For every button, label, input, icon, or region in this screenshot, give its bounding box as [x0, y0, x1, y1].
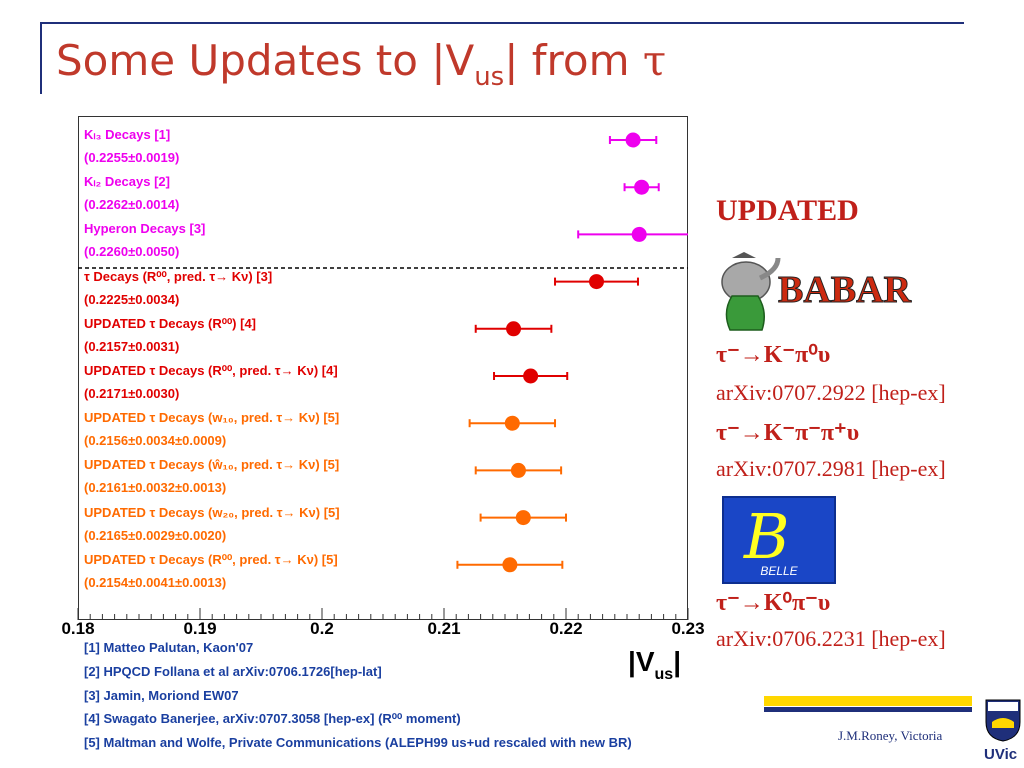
arxiv-1: arXiv:0707.2922 [hep-ex] [716, 380, 946, 405]
babar-logo-text: BABAR [778, 269, 912, 311]
reference-5: [5] Maltman and Wolfe, Private Communica… [84, 735, 632, 751]
x-tick-label: 0.23 [671, 619, 704, 638]
row-value-label: (0.2161±0.0032±0.0013) [84, 480, 227, 496]
reference-3: [3] Jamin, Moriond EW07 [84, 687, 239, 703]
title-rule [40, 22, 964, 24]
x-axis-title: |Vus| [628, 646, 681, 684]
belle-logo-mark: B [744, 500, 790, 573]
x-axis-title-sub: us [654, 666, 674, 683]
row-value-label: (0.2262±0.0014) [84, 197, 180, 213]
row-label: UPDATED τ Decays (R⁰⁰, pred. τ→ Kν) [4] [84, 363, 338, 378]
reference-1: [1] Matteo Palutan, Kaon'07 [84, 640, 254, 655]
row-label: UPDATED τ Decays (ŵ₁₀, pred. τ→ Kν) [5] [84, 457, 340, 473]
data-point [589, 274, 604, 290]
row-label: UPDATED τ Decays (R⁰⁰) [4] [84, 315, 257, 331]
uvic-crest-icon [985, 699, 1021, 742]
x-tick-label: 0.22 [549, 619, 582, 638]
process-3: τ⁻→K⁰π⁻υ [716, 590, 831, 616]
reference-2: [2] HPQCD Follana et al arXiv:0706.1726[… [84, 663, 382, 679]
data-point [502, 557, 518, 573]
arxiv-2: arXiv:0707.2981 [hep-ex] [716, 456, 946, 481]
updated-heading: UPDATED [716, 194, 859, 227]
row-value-label: (0.2154±0.0041±0.0013) [84, 574, 227, 590]
reference-4: [4] Swagato Banerjee, arXiv:0707.3058 [h… [84, 711, 461, 727]
row-value-label: (0.2255±0.0019) [84, 150, 180, 165]
data-point [510, 462, 526, 478]
data-point [504, 415, 520, 431]
process-2: τ⁻→K⁻π⁻π⁺υ [716, 420, 860, 446]
belle-logo-text: BELLE [760, 564, 798, 578]
plot-frame [78, 116, 688, 620]
belle-logo: B BELLE [722, 496, 836, 584]
author-credit: J.M.Roney, Victoria [838, 728, 943, 743]
data-point [506, 321, 522, 337]
data-point [631, 226, 647, 242]
x-tick-label: 0.19 [183, 619, 216, 638]
data-point [515, 510, 531, 526]
title-side-bar [40, 22, 42, 94]
x-tick-label: 0.18 [61, 619, 94, 638]
slide-title: Some Updates to |Vus| from τ [56, 36, 666, 92]
data-point [625, 132, 641, 148]
footer-blue-bar [764, 707, 972, 712]
x-tick-label: 0.21 [427, 619, 460, 638]
title-pre: Some Updates to |V [56, 36, 475, 85]
row-value-label: (0.2156±0.0034±0.0009) [84, 433, 227, 449]
x-axis-title-main: |V [628, 646, 655, 677]
row-label: UPDATED τ Decays (R⁰⁰, pred. τ→ Kν) [5] [84, 551, 338, 567]
title-tau: τ [642, 36, 667, 85]
row-value-label: (0.2157±0.0031) [84, 338, 180, 354]
row-label: Hyperon Decays [3] [84, 221, 206, 237]
references-list: [1] Matteo Palutan, Kaon'07 [2] HPQCD Fo… [84, 636, 632, 755]
title-post: | from [504, 36, 643, 85]
title-sub: us [474, 62, 505, 92]
row-label: Kₗ₃ Decays [1] [84, 127, 171, 142]
process-1: τ⁻→K⁻π⁰υ [716, 342, 831, 368]
row-label: Kₗ₂ Decays [2] [84, 174, 170, 190]
uvic-wordmark: UVic [984, 746, 1018, 763]
row-label: UPDATED τ Decays (w₂₀, pred. τ→ Kν) [5] [84, 504, 340, 520]
row-value-label: (0.2225±0.0034) [84, 291, 180, 307]
row-label: UPDATED τ Decays (w₁₀, pred. τ→ Kν) [5] [84, 410, 340, 426]
x-axis-title-post: | [673, 646, 682, 677]
babar-logo: BABAR [721, 252, 912, 331]
arxiv-3: arXiv:0706.2231 [hep-ex] [716, 626, 946, 651]
row-value-label: (0.2165±0.0029±0.0020) [84, 527, 227, 543]
x-tick-label: 0.2 [310, 619, 334, 638]
data-point [634, 179, 650, 195]
row-value-label: (0.2260±0.0050) [84, 244, 180, 260]
footer-gold-bar [764, 696, 972, 706]
row-value-label: (0.2171±0.0030) [84, 386, 180, 401]
data-point [523, 368, 539, 384]
row-label: τ Decays (R⁰⁰, pred. τ→ Kν) [3] [84, 268, 273, 284]
